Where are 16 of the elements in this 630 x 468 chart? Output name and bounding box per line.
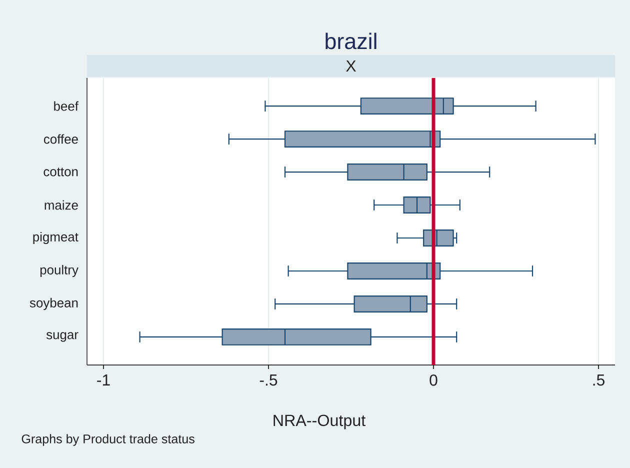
y-tick-label: soybean: [30, 298, 78, 310]
y-tick-label: beef: [54, 101, 78, 111]
y-tick-label: poultry: [40, 264, 78, 278]
text: Graphs by Product trade status: [22, 434, 194, 446]
x-tick-label: .5: [593, 374, 604, 386]
y-tick-label: cotton: [44, 168, 78, 176]
x-axis-title: NRA--Output: [274, 414, 366, 430]
x-tick-label: -.5: [260, 374, 278, 386]
y-tick-label: maize: [44, 200, 78, 210]
x-tick-label: -1: [97, 374, 110, 386]
chart-subtitle: X: [346, 60, 356, 72]
x-tick-label: 0: [430, 374, 438, 386]
y-tick-label: coffee: [44, 134, 78, 144]
y-tick-label: pigmeat: [33, 232, 78, 244]
chart-title: brazil: [326, 32, 376, 50]
y-tick-label: sugar: [46, 332, 78, 342]
